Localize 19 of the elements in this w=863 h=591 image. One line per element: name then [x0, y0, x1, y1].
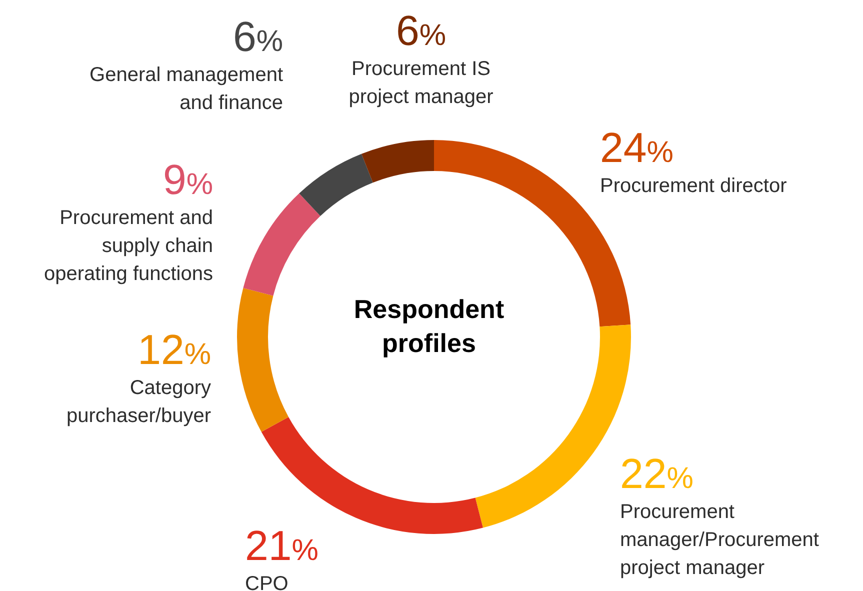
data-label: 6%: [232, 13, 283, 60]
slice-label: CPO: [245, 573, 288, 591]
donut-slice: [361, 140, 434, 183]
slice-label: Procurement director: [600, 175, 788, 197]
data-label: 9%: [162, 156, 213, 203]
slice-label: Procurement and supply chain operating functions: [44, 207, 213, 285]
slice-label: Procurement IS project manager: [348, 58, 494, 108]
data-label: 24%: [600, 124, 674, 171]
slice-label: Category purchaser/buyer: [66, 377, 212, 427]
text: Respondent profiles: [354, 294, 504, 358]
data-label: 21%: [245, 522, 318, 569]
data-label: 22%: [620, 450, 694, 497]
slice-label: Procurement manager/Procurement project manager: [620, 501, 820, 579]
data-label: 6%: [396, 7, 446, 54]
data-label: 12%: [138, 326, 211, 373]
donut-slice: [237, 288, 289, 432]
donut-slice: [299, 154, 373, 216]
slice-label: General management and finance: [90, 64, 284, 114]
donut-slice: [243, 193, 320, 296]
